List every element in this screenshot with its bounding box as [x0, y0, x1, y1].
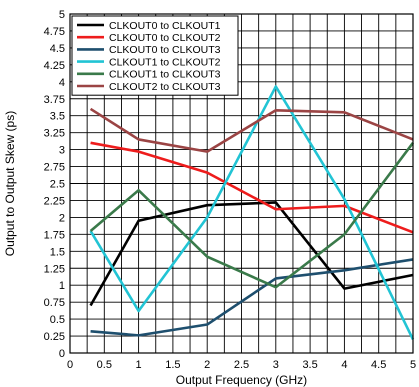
y-tick-label: 3.75: [44, 94, 65, 106]
legend-label: CLKOUT1 to CLKOUT2: [109, 56, 221, 68]
series-layer: [89, 85, 415, 341]
series-line-1: [89, 201, 414, 307]
x-tick-label: 3: [273, 359, 279, 371]
x-tick-label: 5: [410, 359, 416, 371]
legend-label: CLKOUT1 to CLKOUT3: [109, 69, 221, 81]
x-tick-label: 2: [204, 359, 210, 371]
x-tick-label: 0.5: [97, 359, 112, 371]
y-tick-label: 0: [59, 348, 65, 360]
legend-label: CLKOUT0 to CLKOUT3: [109, 44, 221, 56]
x-tick-labels: 0 0.5 1 1.5 2 2.5 3 3.5 4 4.5 5: [67, 359, 416, 371]
y-tick-label: 5: [59, 9, 65, 21]
y-tick-label: 4.5: [50, 43, 65, 55]
x-tick-label: 4: [341, 359, 347, 371]
x-tick-label: 1.5: [165, 359, 180, 371]
y-axis-title: Output to Output Skew (ps): [3, 111, 17, 256]
x-axis-title: Output Frequency (GHz): [176, 373, 307, 387]
legend-label: CLKOUT2 to CLKOUT3: [109, 81, 221, 93]
y-tick-label: 1.5: [50, 246, 65, 258]
y-tick-label: 4.25: [44, 60, 65, 72]
legend-label: CLKOUT0 to CLKOUT1: [109, 20, 221, 32]
series-line-6: [89, 107, 414, 153]
x-tick-label: 0: [67, 359, 73, 371]
y-tick-label: 1.75: [44, 229, 65, 241]
x-tick-label: 3.5: [302, 359, 317, 371]
series-line-5: [89, 142, 415, 289]
y-tick-label: 2.5: [50, 179, 65, 191]
series-line-3: [90, 258, 414, 337]
plot-frame: [69, 13, 414, 354]
y-tick-label: 0.75: [44, 297, 65, 309]
x-tick-label: 2.5: [234, 359, 249, 371]
y-tick-labels: 0 0.25 0.5 0.75 1 1.25 1.5 1.75 2 2.25 2.5 2.75 3 3.2…: [44, 9, 65, 360]
series-line-4: [89, 85, 415, 341]
y-tick-label: 4: [59, 77, 65, 89]
y-tick-label: 3: [59, 145, 65, 157]
y-tick-label: 4.75: [44, 26, 65, 38]
series-line-2: [90, 141, 414, 234]
y-tick-label: 2.25: [44, 195, 65, 207]
y-tick-label: 2: [59, 212, 65, 224]
y-tick-label: 1.25: [44, 263, 65, 275]
y-tick-label: 0.5: [50, 314, 65, 326]
legend-label: CLKOUT0 to CLKOUT2: [109, 32, 221, 44]
y-tick-label: 2.75: [44, 162, 65, 174]
legend-box: [71, 15, 239, 96]
y-tick-label: 0.25: [44, 331, 65, 343]
y-tick-label: 3.25: [44, 128, 65, 140]
y-tick-label: 3.5: [50, 111, 65, 123]
y-tick-label: 1: [59, 280, 65, 292]
x-tick-label: 1: [136, 359, 142, 371]
x-tick-label: 4.5: [371, 359, 386, 371]
